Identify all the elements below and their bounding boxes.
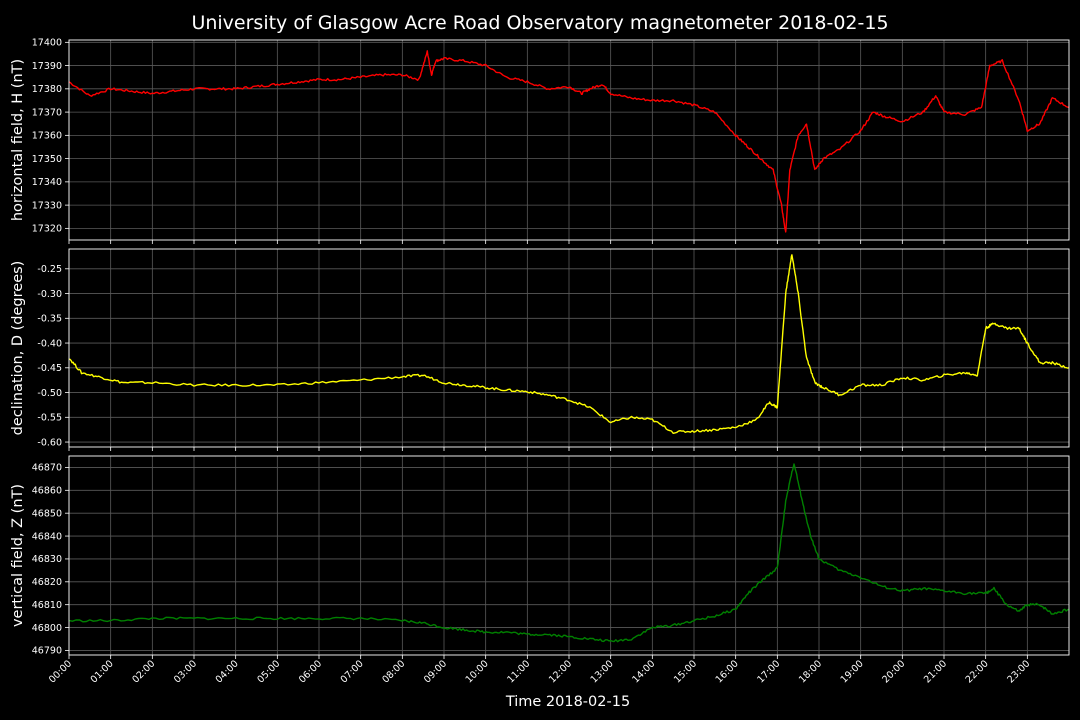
x-tick-label: 22:00 xyxy=(964,658,991,685)
x-tick-label: 19:00 xyxy=(839,658,866,685)
x-tick-label: 01:00 xyxy=(89,658,116,685)
series-line-Z xyxy=(68,463,1070,643)
x-tick-label: 09:00 xyxy=(422,658,449,685)
y-tick-label: 46790 xyxy=(32,646,62,657)
x-tick-label: 08:00 xyxy=(380,658,407,685)
y-tick-label: -0.35 xyxy=(37,314,62,325)
y-tick-label: 17330 xyxy=(32,200,62,211)
x-tick-label: 05:00 xyxy=(255,658,282,685)
series-line-D xyxy=(68,254,1070,434)
x-tick-label: 06:00 xyxy=(297,658,324,685)
x-tick-label: 18:00 xyxy=(797,658,824,685)
y-tick-label: 46840 xyxy=(32,531,62,542)
y-tick-label: -0.50 xyxy=(37,388,62,399)
x-tick-label: 14:00 xyxy=(630,658,657,685)
y-tick-label: 46800 xyxy=(32,623,62,634)
chart-panels: 17320 17330 17340 17350 17360 17370 17380 17390… xyxy=(10,38,1070,685)
y-tick-label: -0.55 xyxy=(37,413,62,424)
x-tick-label: 13:00 xyxy=(589,658,616,685)
y-tick-label: -0.45 xyxy=(37,363,62,374)
y-tick-label: 17340 xyxy=(32,177,62,188)
y-axis-label: declination, D (degrees) xyxy=(10,261,26,436)
x-tick-label: 07:00 xyxy=(339,658,366,685)
plot-frame xyxy=(68,455,1070,656)
x-tick-label: 00:00 xyxy=(47,658,74,685)
y-tick-label: -0.40 xyxy=(37,338,62,349)
y-tick-label: 46870 xyxy=(32,463,62,474)
y-tick-label: 46860 xyxy=(32,486,62,497)
y-axis-label: vertical field, Z (nT) xyxy=(10,484,26,627)
y-tick-label: 17320 xyxy=(32,224,62,235)
y-tick-label: 46830 xyxy=(32,554,62,565)
y-tick-label: 17350 xyxy=(32,154,62,165)
y-tick-label: 46810 xyxy=(32,600,62,611)
x-tick-label: 17:00 xyxy=(755,658,782,685)
y-tick-label: 46820 xyxy=(32,577,62,588)
y-tick-label: 17380 xyxy=(32,84,62,95)
x-axis-label: Time 2018-02-15 xyxy=(505,694,630,710)
panel-D: -0.60 -0.55 -0.50 -0.45 -0.40 -0.35 -0.30 -0.25… xyxy=(10,248,1070,451)
y-tick-label: 46850 xyxy=(32,508,62,519)
x-tick-label: 16:00 xyxy=(714,658,741,685)
panel-H: 17320 17330 17340 17350 17360 17370 17380 17390… xyxy=(10,38,1070,244)
y-axis-label: horizontal field, H (nT) xyxy=(10,59,26,221)
y-tick-label: 17400 xyxy=(32,38,62,49)
plot-frame xyxy=(68,39,1070,241)
x-tick-label: 21:00 xyxy=(922,658,949,685)
x-tick-label: 20:00 xyxy=(880,658,907,685)
x-tick-label: 12:00 xyxy=(547,658,574,685)
x-tick-label: 23:00 xyxy=(1005,658,1032,685)
plot-frame xyxy=(68,248,1070,448)
panel-Z: 46790 46800 46810 46820 46830 46840 46850 46860… xyxy=(10,455,1070,685)
y-tick-label: 17390 xyxy=(32,61,62,72)
y-tick-label: 17360 xyxy=(32,131,62,142)
x-tick-label: 04:00 xyxy=(214,658,241,685)
series-line-H xyxy=(68,50,1070,233)
y-tick-label: -0.60 xyxy=(37,437,62,448)
y-tick-label: 17370 xyxy=(32,107,62,118)
y-tick-label: -0.30 xyxy=(37,289,62,300)
x-tick-label: 10:00 xyxy=(464,658,491,685)
x-tick-label: 02:00 xyxy=(130,658,157,685)
x-tick-label: 15:00 xyxy=(672,658,699,685)
x-tick-label: 11:00 xyxy=(505,658,532,685)
chart-title: University of Glasgow Acre Road Observat… xyxy=(191,12,888,34)
x-tick-label: 03:00 xyxy=(172,658,199,685)
y-tick-label: -0.25 xyxy=(37,264,62,275)
